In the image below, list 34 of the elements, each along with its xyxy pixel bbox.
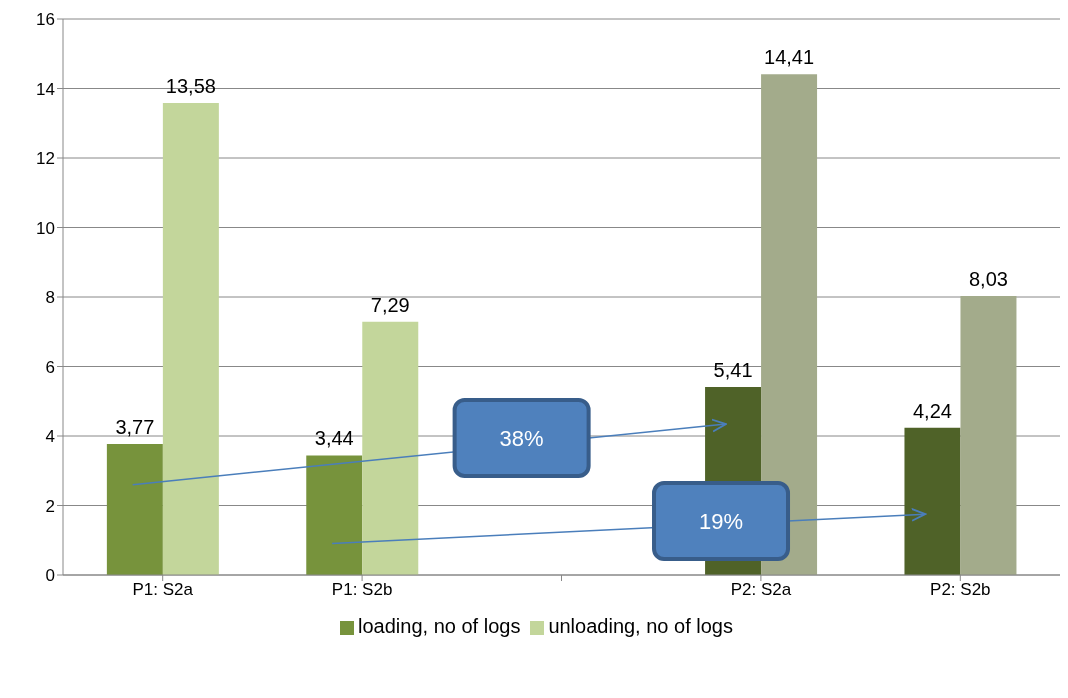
callout-box: 38% <box>452 397 591 478</box>
data-label: 3,44 <box>314 427 354 450</box>
y-tick-label: 4 <box>45 427 55 447</box>
y-tick-label: 8 <box>45 288 55 308</box>
bar <box>362 321 419 575</box>
bar <box>306 455 363 575</box>
y-tick-label: 10 <box>36 218 55 238</box>
y-tick-label: 16 <box>36 10 55 30</box>
data-label: 4,24 <box>913 399 952 422</box>
bar <box>106 443 163 575</box>
bar <box>960 295 1017 575</box>
data-label: 13,58 <box>165 75 216 98</box>
bar <box>761 74 818 575</box>
callout-box: 19% <box>652 481 790 562</box>
x-tick-label: P2: S2b <box>930 580 991 600</box>
y-tick-label: 12 <box>36 149 55 169</box>
data-label: 5,41 <box>713 359 753 381</box>
data-label: 7,29 <box>370 293 410 316</box>
x-tick-label: P1: S2a <box>132 580 194 600</box>
y-tick-label: 14 <box>36 79 55 99</box>
bar <box>904 427 961 575</box>
annotation: 19% <box>699 509 744 535</box>
data-label: 14,41 <box>764 46 815 69</box>
y-tick-label: 2 <box>45 496 55 516</box>
bar <box>162 103 219 575</box>
annotation: 38% <box>499 425 544 451</box>
y-tick-label: 0 <box>45 566 55 586</box>
legend-label: loading, no of logs <box>358 615 521 637</box>
x-tick-label: P2: S2a <box>730 580 792 600</box>
y-tick-label: 6 <box>45 357 55 377</box>
legend-label: unloading, no of logs <box>548 615 733 637</box>
x-tick-label: P1: S2b <box>331 580 393 600</box>
data-label: 8,03 <box>969 267 1008 290</box>
data-label: 3,77 <box>115 415 155 438</box>
